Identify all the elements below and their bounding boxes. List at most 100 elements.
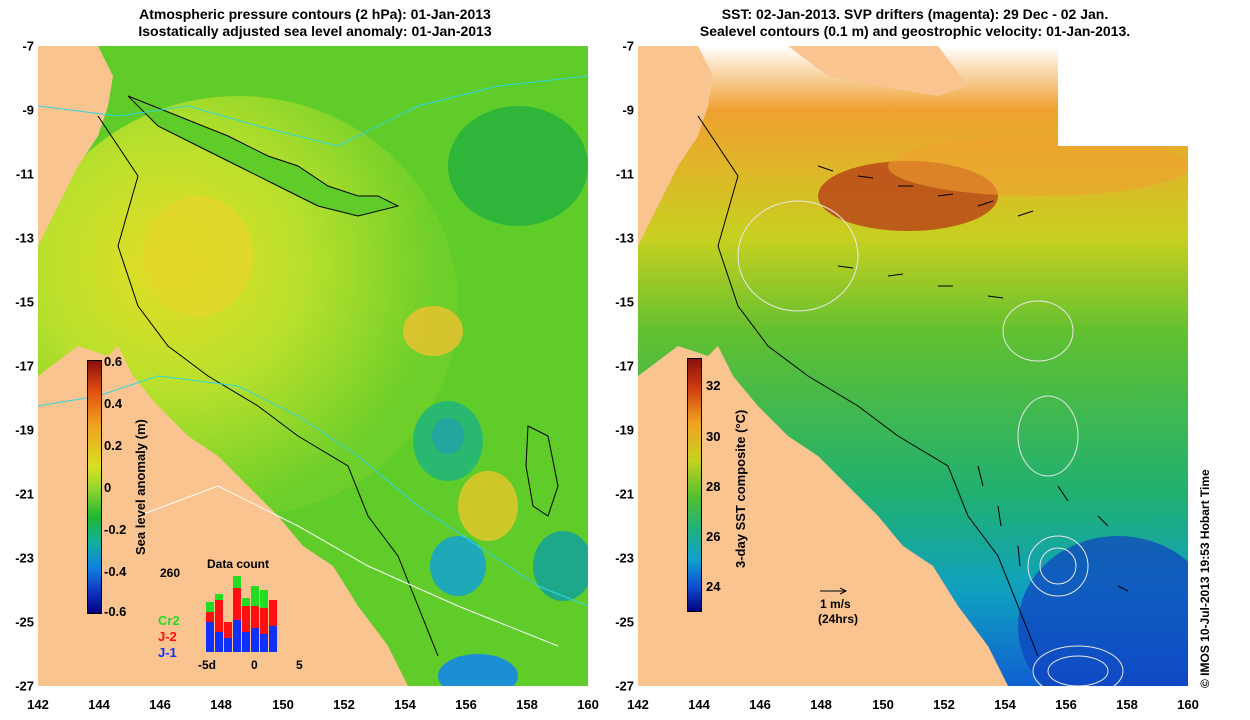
left-x-tick: 154	[394, 697, 416, 712]
left-low-anomaly-north	[448, 106, 588, 226]
right-x-tick: 150	[872, 697, 894, 712]
right-y-tick: -19	[615, 422, 634, 438]
right-y-tick: -27	[615, 678, 634, 694]
right-cb-tick: 26	[706, 529, 721, 544]
right-colorbar	[687, 358, 702, 612]
left-low-anomaly-core	[432, 418, 464, 454]
scale-arrow-sublabel: (24hrs)	[818, 612, 859, 626]
left-high-anomaly-2	[403, 306, 463, 356]
left-x-tick: 156	[455, 697, 477, 712]
left-cb-tick: 0.6	[104, 354, 123, 369]
left-cb-tick: -0.4	[104, 564, 127, 579]
left-cb-tick: 0.2	[104, 438, 123, 453]
right-warm-band	[888, 136, 1188, 196]
right-y-tick: -7	[622, 38, 634, 54]
left-low-anomaly-2	[430, 536, 486, 596]
left-land-cape-york	[38, 46, 113, 246]
left-y-tick: -23	[15, 550, 34, 566]
right-x-tick: 148	[810, 697, 832, 712]
left-y-tick: -9	[22, 102, 34, 118]
left-y-tick: -19	[15, 422, 34, 438]
left-x-tick: 160	[577, 697, 599, 712]
left-x-tick: 148	[210, 697, 232, 712]
right-cloud-mask	[1058, 46, 1188, 146]
data-count-title: Data count	[207, 557, 270, 571]
right-x-tick: 144	[688, 697, 710, 712]
left-cb-tick: -0.6	[104, 604, 127, 619]
legend-cr2: Cr2	[158, 613, 180, 628]
right-x-tick: 152	[933, 697, 955, 712]
right-cb-tick: 28	[706, 479, 721, 494]
left-x-tick: 144	[88, 697, 110, 712]
left-y-tick: -15	[15, 294, 34, 310]
left-title-line1: Atmospheric pressure contours (2 hPa): 0…	[139, 6, 491, 22]
left-high-anomaly	[143, 196, 253, 316]
left-y-tick: -21	[15, 486, 34, 502]
left-x-tick: 150	[272, 697, 294, 712]
data-count-x-tick: 5	[296, 658, 303, 672]
right-x-tick: 154	[994, 697, 1016, 712]
data-count-max: 260	[160, 566, 181, 580]
left-island-1	[525, 425, 559, 517]
left-title: Atmospheric pressure contours (2 hPa): 0…	[40, 6, 590, 40]
right-land-australia	[638, 346, 1008, 686]
right-coastline	[697, 115, 1039, 657]
right-y-tick: -13	[615, 230, 634, 246]
left-low-anomaly-4	[533, 531, 588, 601]
legend-j1: J-1	[158, 645, 177, 660]
left-y-tick: -11	[15, 166, 34, 182]
left-cb-tick: 0.4	[104, 396, 123, 411]
right-sealevel-contours	[737, 200, 1124, 686]
left-coastline	[97, 115, 439, 657]
left-pressure-contour-2	[38, 375, 588, 607]
data-count-x-tick: -5d	[198, 658, 216, 672]
right-title-line2: Sealevel contours (0.1 m) and geostrophi…	[699, 23, 1131, 39]
left-y-tick: -17	[15, 358, 34, 374]
left-map	[38, 46, 588, 686]
left-x-tick: 146	[149, 697, 171, 712]
left-colorbar-label: Sea level anomaly (m)	[133, 419, 148, 555]
scale-arrow-label: 1 m/s	[820, 597, 851, 611]
right-velocity-arrows	[817, 165, 1129, 592]
left-y-tick: -25	[15, 614, 34, 630]
right-y-tick: -11	[615, 166, 634, 182]
right-y-tick: -9	[622, 102, 634, 118]
right-colorbar-label: 3-day SST composite (°C)	[733, 409, 748, 568]
left-cb-tick: 0	[104, 480, 112, 495]
left-pressure-contour-1	[38, 75, 588, 147]
left-title-line2: Isostatically adjusted sea level anomaly…	[138, 23, 492, 39]
right-map	[638, 46, 1188, 686]
right-x-tick: 158	[1116, 697, 1138, 712]
data-count-chart	[204, 572, 294, 652]
right-cb-tick: 32	[706, 378, 721, 393]
right-cb-tick: 30	[706, 429, 721, 444]
left-land-australia	[38, 346, 408, 686]
legend-j2: J-2	[158, 629, 177, 644]
right-x-tick: 160	[1177, 697, 1199, 712]
credit-stamp: © IMOS 10-Jul-2013 19:53 Hobart Time	[1198, 469, 1212, 688]
right-y-tick: -25	[615, 614, 634, 630]
right-cb-tick: 24	[706, 579, 721, 594]
data-count-x-tick: 0	[251, 658, 258, 672]
left-y-tick: -13	[15, 230, 34, 246]
left-high-anomaly-3	[458, 471, 518, 541]
right-x-tick: 156	[1055, 697, 1077, 712]
left-low-anomaly-3	[438, 654, 518, 686]
right-title-line1: SST: 02-Jan-2013. SVP drifters (magenta)…	[721, 6, 1109, 22]
right-y-tick: -21	[615, 486, 634, 502]
left-pressure-contour-3	[137, 485, 559, 647]
right-x-tick: 146	[749, 697, 771, 712]
left-y-tick: -27	[15, 678, 34, 694]
right-land-png	[788, 46, 968, 96]
right-x-tick: 142	[627, 697, 649, 712]
data-count-bars	[206, 576, 277, 652]
left-colorbar	[87, 360, 102, 614]
scale-arrow-icon	[820, 587, 848, 595]
left-x-tick: 152	[333, 697, 355, 712]
right-y-tick: -15	[615, 294, 634, 310]
right-land-cape-york	[638, 46, 713, 246]
left-x-tick: 158	[516, 697, 538, 712]
left-y-tick: -7	[22, 38, 34, 54]
right-y-tick: -17	[615, 358, 634, 374]
right-title: SST: 02-Jan-2013. SVP drifters (magenta)…	[640, 6, 1190, 40]
